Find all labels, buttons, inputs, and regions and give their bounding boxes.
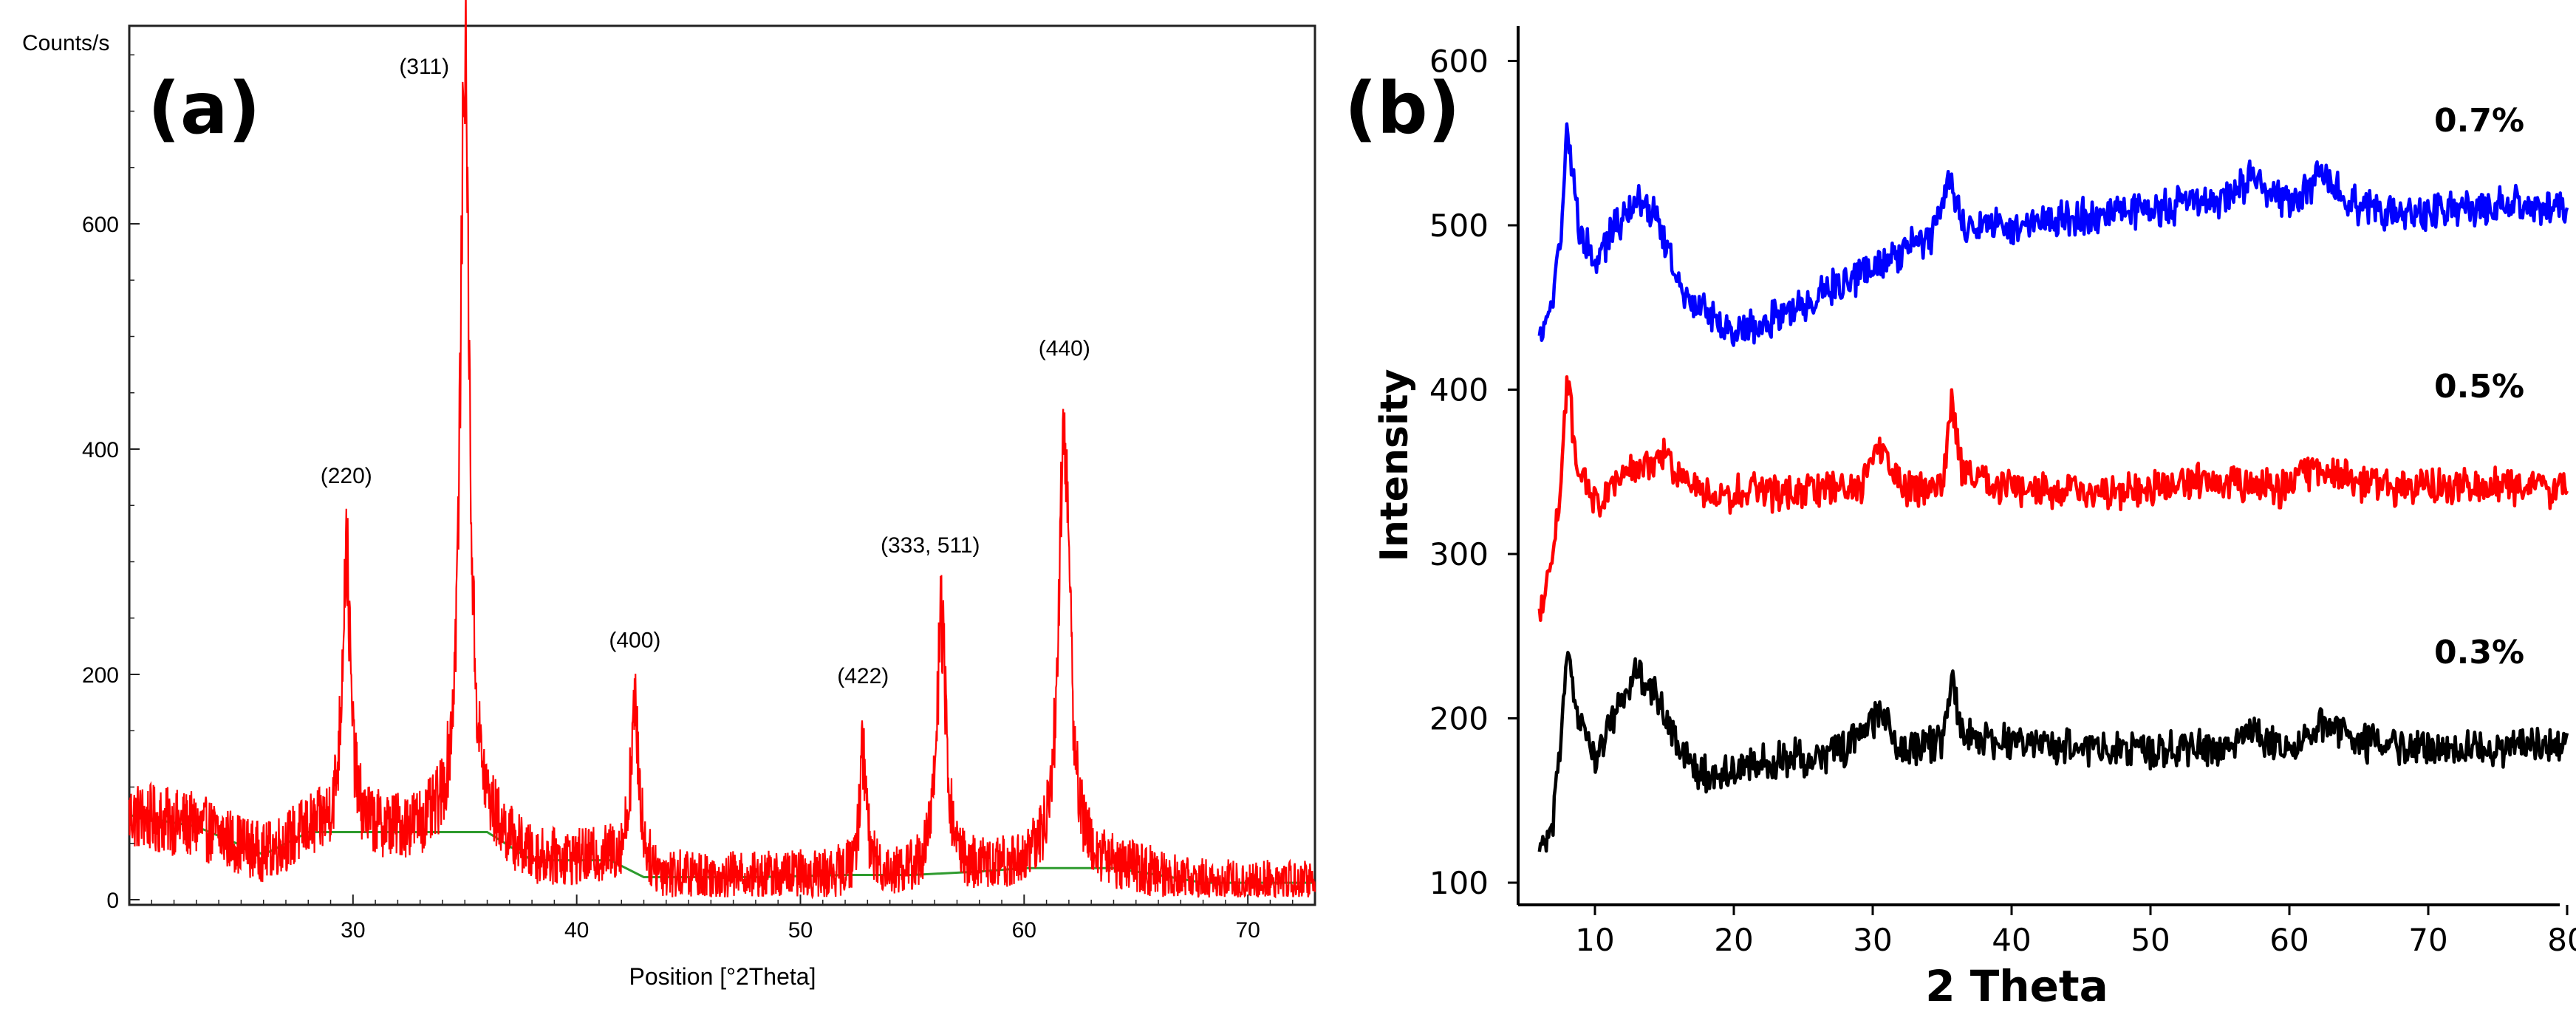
panel-a-plot-frame [128, 24, 1316, 906]
series-label-0.5%: 0.5% [2434, 368, 2524, 406]
panel-b-axes [1517, 26, 2560, 906]
b-x-tick-label-80: 80 [2547, 922, 2576, 958]
series-line-0.3% [1537, 651, 2569, 853]
x-tick-label-40: 40 [564, 918, 589, 943]
panel-b-label: (b) [1345, 67, 1460, 150]
panel-a-peak-labels: (220) (311) (400) (422) (333, 511) (440) [321, 55, 1090, 688]
panel-b-ylabel: Intensity [1373, 369, 1417, 561]
b-x-tick-label-70: 70 [2408, 922, 2447, 958]
y-tick-label-400: 400 [82, 438, 119, 462]
b-y-tick-label-100: 100 [1429, 865, 1489, 901]
panel-b-axis-ticks: 10 20 30 40 50 60 70 80 100 200 300 400 500 600 [1429, 44, 2576, 959]
panel-a-xlabel: Position [°2Theta] [629, 963, 816, 990]
x-tick-label-60: 60 [1012, 918, 1036, 943]
peak-label-1: (311) [399, 55, 449, 79]
series-line-0.7% [1537, 122, 2569, 347]
peak-label-4: (333, 511) [881, 533, 980, 558]
y-tick-label-600: 600 [82, 213, 119, 237]
panel-a-axis-ticks: 30 40 50 60 70 0 200 400 600 [82, 54, 1316, 943]
peak-label-3: (422) [837, 664, 889, 688]
b-x-tick-label-10: 10 [1575, 922, 1614, 958]
b-x-tick-label-20: 20 [1714, 922, 1753, 958]
x-tick-label-70: 70 [1235, 918, 1260, 943]
x-tick-label-50: 50 [788, 918, 813, 943]
b-y-tick-label-600: 600 [1429, 44, 1489, 80]
b-y-tick-label-200: 200 [1429, 701, 1489, 737]
b-y-tick-label-400: 400 [1429, 372, 1489, 408]
panel-a-xrd-line [128, 0, 1316, 900]
b-x-tick-label-40: 40 [1992, 922, 2031, 958]
y-tick-label-0: 0 [106, 889, 119, 913]
b-y-tick-label-300: 300 [1429, 536, 1489, 572]
series-label-0.3%: 0.3% [2434, 634, 2524, 671]
b-x-tick-label-50: 50 [2131, 922, 2170, 958]
panel-b-series-lines [1537, 122, 2569, 853]
peak-label-2: (400) [609, 628, 660, 652]
series-label-0.7%: 0.7% [2434, 102, 2524, 140]
b-y-tick-label-500: 500 [1429, 208, 1489, 244]
b-x-tick-label-30: 30 [1853, 922, 1892, 958]
panel-b-xlabel: 2 Theta [1925, 961, 2108, 1011]
peak-label-0: (220) [321, 464, 372, 488]
panel-a-label: (a) [148, 67, 261, 150]
peak-label-5: (440) [1039, 336, 1090, 360]
xrd-pattern-line [128, 0, 1316, 900]
y-tick-label-200: 200 [82, 663, 119, 688]
panel-a-ylabel: Counts/s [22, 31, 109, 55]
b-x-tick-label-60: 60 [2269, 922, 2309, 958]
series-line-0.5% [1537, 375, 2569, 623]
x-tick-label-30: 30 [341, 918, 365, 943]
